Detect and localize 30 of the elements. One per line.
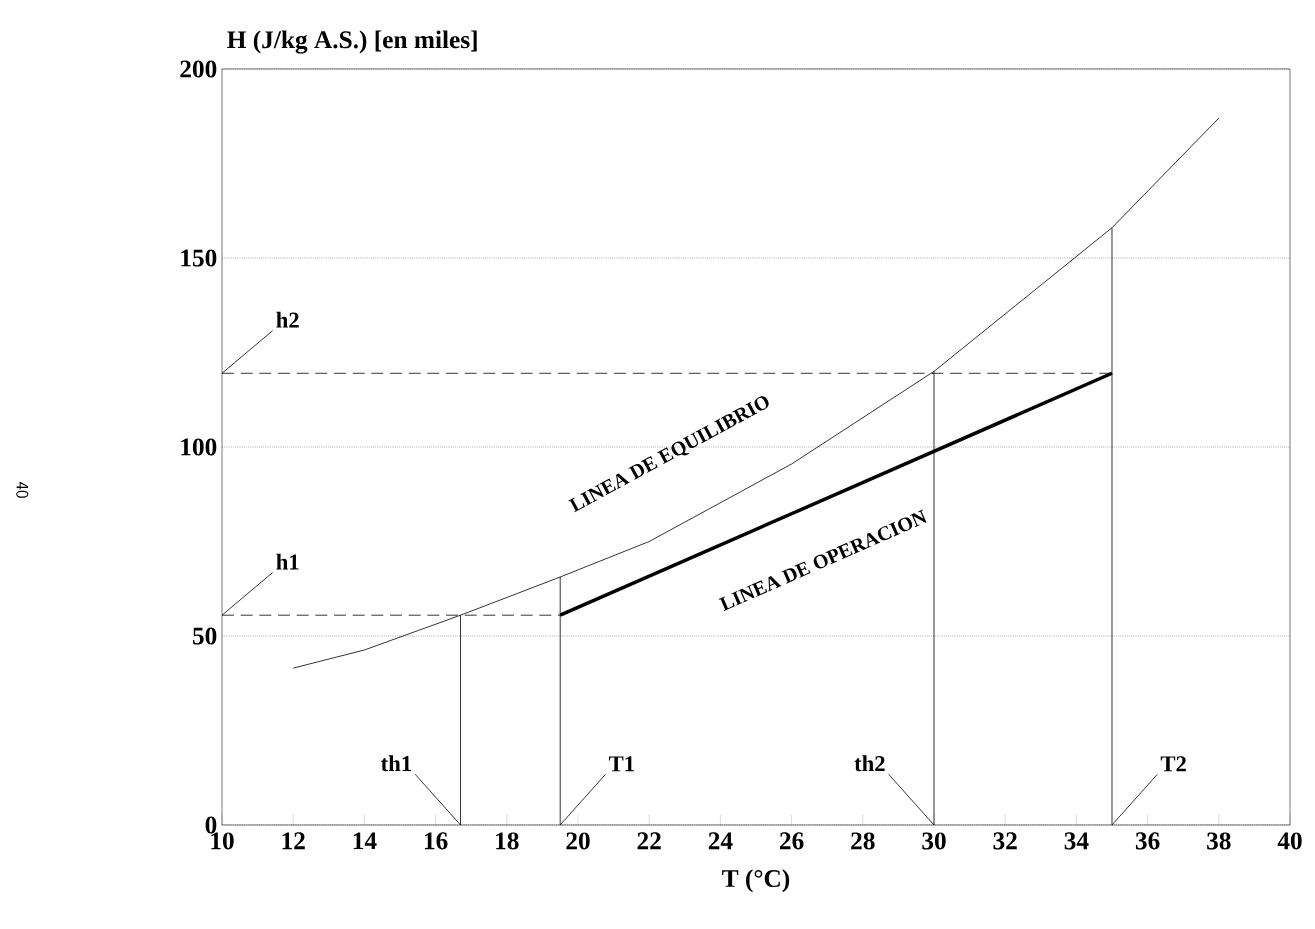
y-tick-label: 200: [180, 60, 217, 78]
y-tick-label: 150: [181, 249, 217, 267]
y-axis-title: H (J/kg A.S.) [en miles]: [227, 30, 477, 54]
y-tick-label: 0: [205, 816, 217, 834]
y-tick-label: 100: [181, 438, 217, 456]
x-tick-label: 30: [922, 832, 946, 850]
x-tick-label: 16: [424, 832, 448, 850]
y-tick-label: 50: [192, 627, 217, 645]
annotation: h1: [276, 553, 299, 570]
x-tick-label: 28: [851, 832, 875, 850]
x-tick-label: 40: [1277, 832, 1302, 850]
x-tick-label: 20: [566, 832, 590, 850]
x-tick-label: 36: [1135, 832, 1160, 850]
x-tick-label: 18: [496, 832, 519, 850]
annotation: T2: [1160, 756, 1186, 772]
x-axis-title: T (°C): [722, 869, 790, 893]
annotation: h2: [276, 311, 299, 328]
x-tick-label: 24: [708, 832, 733, 850]
text: 40: [16, 482, 29, 498]
x-tick-label: 32: [993, 832, 1017, 850]
annotation: T1: [608, 756, 634, 772]
x-tick-label: 26: [780, 832, 804, 850]
x-tick-label: 14: [353, 832, 377, 850]
x-tick-label: 22: [637, 832, 661, 850]
x-tick-label: 34: [1064, 832, 1089, 850]
x-tick-label: 12: [282, 832, 305, 850]
x-tick-label: 10: [211, 832, 234, 850]
annotation: th2: [854, 755, 885, 772]
annotation: th1: [380, 755, 411, 772]
x-tick-label: 38: [1207, 832, 1231, 850]
